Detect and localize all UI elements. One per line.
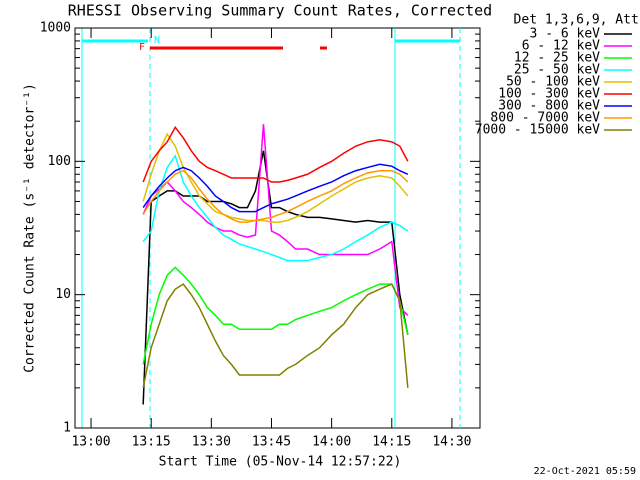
legend-label: 100 - 300 keV — [498, 87, 600, 102]
x-tick-label: 14:00 — [312, 435, 351, 450]
series-line — [142, 150, 409, 405]
y-tick-label: 10 — [55, 287, 71, 302]
series-line — [142, 125, 409, 183]
x-tick-label: 13:45 — [252, 435, 291, 450]
footer: 22-Oct-2021 05:59 — [534, 466, 636, 477]
x-tick-label: 14:30 — [432, 435, 471, 450]
annotation: F — [139, 42, 145, 53]
legend-label: 300 - 800 keV — [498, 99, 600, 114]
y-tick-label: 1 — [63, 421, 71, 436]
annotation: N — [154, 35, 160, 46]
y-axis-label: Corrected Count Rate (s⁻¹ detector⁻¹) — [23, 83, 38, 373]
series-line — [142, 154, 409, 262]
x-tick-label: 13:00 — [71, 435, 110, 450]
legend-title: Det 1,3,6,9, Att 0 — [514, 13, 640, 28]
plot-frame — [74, 27, 481, 429]
x-tick-label: 14:15 — [372, 435, 411, 450]
chart-title: RHESSI Observing Summary Count Rates, Co… — [68, 2, 492, 20]
legend-label: 12 - 25 keV — [514, 51, 600, 66]
series-line — [142, 266, 409, 365]
legend-label: 6 - 12 keV — [522, 39, 600, 54]
series-line — [142, 283, 409, 389]
series-line — [142, 169, 409, 223]
x-tick-label: 13:15 — [132, 435, 171, 450]
y-tick-label: 1000 — [40, 21, 71, 36]
series-line — [142, 132, 409, 223]
legend-label: 3 - 6 keV — [530, 27, 601, 42]
x-tick-label: 13:30 — [192, 435, 231, 450]
y-tick-label: 100 — [48, 154, 71, 169]
legend-label: 7000 - 15000 keV — [475, 123, 600, 138]
legend-label: 800 - 7000 keV — [490, 111, 600, 126]
x-axis-label: Start Time (05-Nov-14 12:57:22) — [159, 455, 402, 470]
series-line — [142, 163, 409, 213]
legend-label: 25 - 50 keV — [514, 63, 600, 78]
series-line — [142, 124, 409, 316]
legend-label: 50 - 100 keV — [506, 75, 600, 90]
